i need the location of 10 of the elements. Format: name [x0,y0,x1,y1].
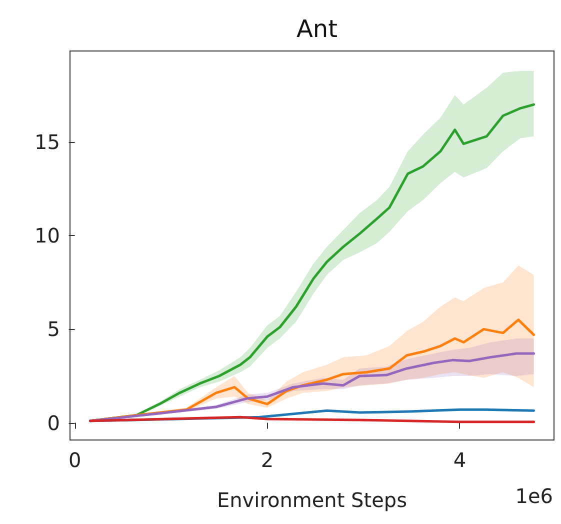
x-axis-title: Environment Steps [216,488,408,512]
y-tick-label: 15 [34,130,60,154]
y-tick-label: 10 [34,224,60,248]
y-tick-label: 5 [47,317,60,342]
x-tick-label: 4 [453,448,466,472]
x-tick-label: 2 [260,448,274,472]
chart-title: Ant [296,15,338,43]
x-tick-label: 0 [68,448,82,472]
text: 1e6 [515,484,554,508]
y-tick-label: 0 [47,410,60,435]
